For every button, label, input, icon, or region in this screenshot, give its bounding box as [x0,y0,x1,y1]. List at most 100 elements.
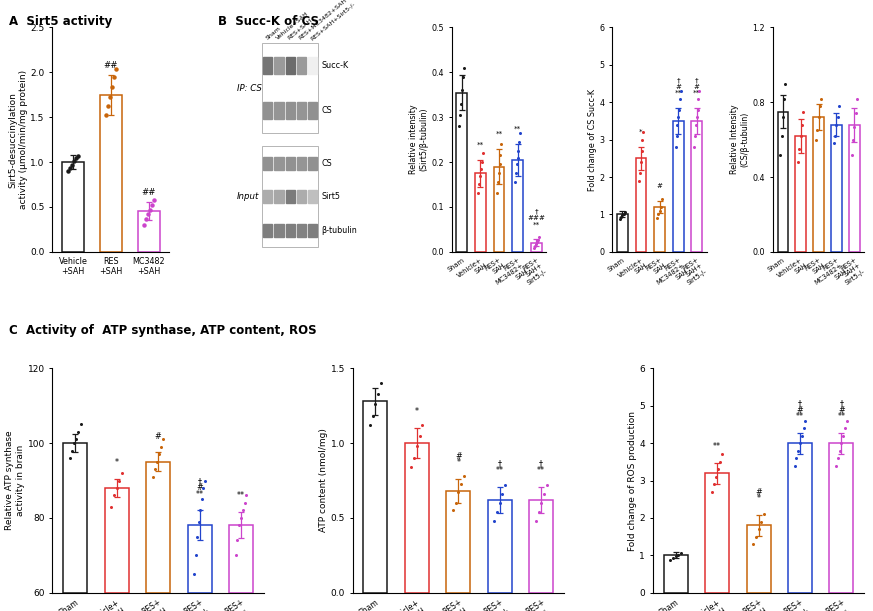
Text: ###: ### [527,215,545,221]
Text: **: ** [537,466,546,475]
Text: B  Succ-K of CS: B Succ-K of CS [218,15,320,28]
Text: RES+MC3482+SAH: RES+MC3482+SAH [299,0,348,41]
Text: Vehicle+SAH: Vehicle+SAH [276,11,310,41]
Text: *: * [415,408,419,416]
Text: RES+SAH+Sirt5-/-: RES+SAH+Sirt5-/- [309,1,356,41]
Bar [188,525,211,593]
Bar [831,125,842,252]
Text: #: # [838,406,845,414]
Y-axis label: Relative ATP synthase
activity in brain: Relative ATP synthase activity in brain [5,431,24,530]
Text: **: ** [477,142,484,148]
Text: Input: Input [237,192,259,201]
Bar [274,191,284,203]
Text: C  Activity of  ATP synthase, ATP content, ROS: C Activity of ATP synthase, ATP content,… [9,324,316,337]
Text: Sham: Sham [265,26,282,41]
Bar [62,162,84,252]
Text: †: † [840,399,843,408]
Text: ##: ## [141,188,156,197]
Bar [297,102,306,119]
Bar [297,57,306,74]
Text: †: † [498,459,502,469]
Bar [493,167,505,252]
Bar [264,102,272,119]
Text: †: † [677,78,680,84]
Text: †: † [197,477,202,486]
Bar [512,160,523,252]
Bar [617,214,628,252]
Text: #: # [694,84,700,90]
Bar [146,462,170,593]
Bar [274,224,284,237]
Text: **: ** [796,412,804,421]
Bar [746,525,771,593]
Text: *: * [757,494,760,503]
Bar [405,443,429,593]
Text: †: † [695,78,698,84]
Y-axis label: Relative Intensity
(CS/β-tubulin): Relative Intensity (CS/β-tubulin) [731,105,750,175]
Bar [457,92,467,252]
Bar [475,174,486,252]
Bar [138,211,160,252]
Bar [705,473,729,593]
Bar [264,191,272,203]
Text: **: ** [713,442,721,451]
Text: **: ** [675,90,682,96]
Text: **: ** [196,489,203,499]
Bar [229,525,253,593]
Bar [654,207,665,252]
Text: #: # [675,84,681,90]
Bar [285,191,295,203]
Bar [285,102,295,119]
Bar [308,224,317,237]
Text: **: ** [693,90,700,96]
Text: **: ** [237,491,245,500]
Bar [849,125,860,252]
Text: **: ** [496,466,504,475]
Text: A  Sirt5 activity: A Sirt5 activity [9,15,112,28]
Bar [308,157,317,170]
Bar [446,491,471,593]
Bar [531,243,541,252]
Bar [264,224,272,237]
Bar [274,57,284,74]
Bar [673,121,684,252]
Bar [788,443,812,593]
Text: #: # [755,488,762,497]
Bar [488,500,512,593]
Bar [263,43,318,133]
Text: **: ** [837,412,845,421]
Text: ##: ## [104,60,118,70]
Text: *: * [457,458,460,467]
Bar [691,121,702,252]
Text: IP: CS: IP: CS [237,84,262,92]
Text: #: # [797,406,803,414]
Y-axis label: Fold change of CS Succ-K: Fold change of CS Succ-K [588,89,597,191]
Text: †: † [798,399,802,408]
Text: CS: CS [321,106,332,115]
Text: RES+SAH: RES+SAH [287,18,313,41]
Text: CS: CS [321,159,332,167]
Y-axis label: Relative intensity
(Sirt5/β-tubulin): Relative intensity (Sirt5/β-tubulin) [409,105,429,175]
Y-axis label: Sirt5-desuccinylation
activity (μmol/min/mg protein): Sirt5-desuccinylation activity (μmol/min… [8,70,28,209]
Bar [63,443,87,593]
Text: β-tubulin: β-tubulin [321,226,357,235]
Text: †: † [540,459,543,469]
Text: *: * [639,129,643,135]
Bar [297,157,306,170]
Text: **: ** [533,221,540,227]
Y-axis label: ATP content (nmol/mg): ATP content (nmol/mg) [319,428,328,532]
Bar [285,157,295,170]
Text: †: † [534,209,538,214]
Bar [274,157,284,170]
Bar [297,224,306,237]
Bar [274,102,284,119]
Bar [297,191,306,203]
Bar [529,500,553,593]
Text: #: # [196,483,203,492]
Bar [264,157,272,170]
Bar [363,401,388,593]
Bar [100,95,122,252]
Bar [778,112,788,252]
Bar [636,158,646,252]
Bar [795,136,806,252]
